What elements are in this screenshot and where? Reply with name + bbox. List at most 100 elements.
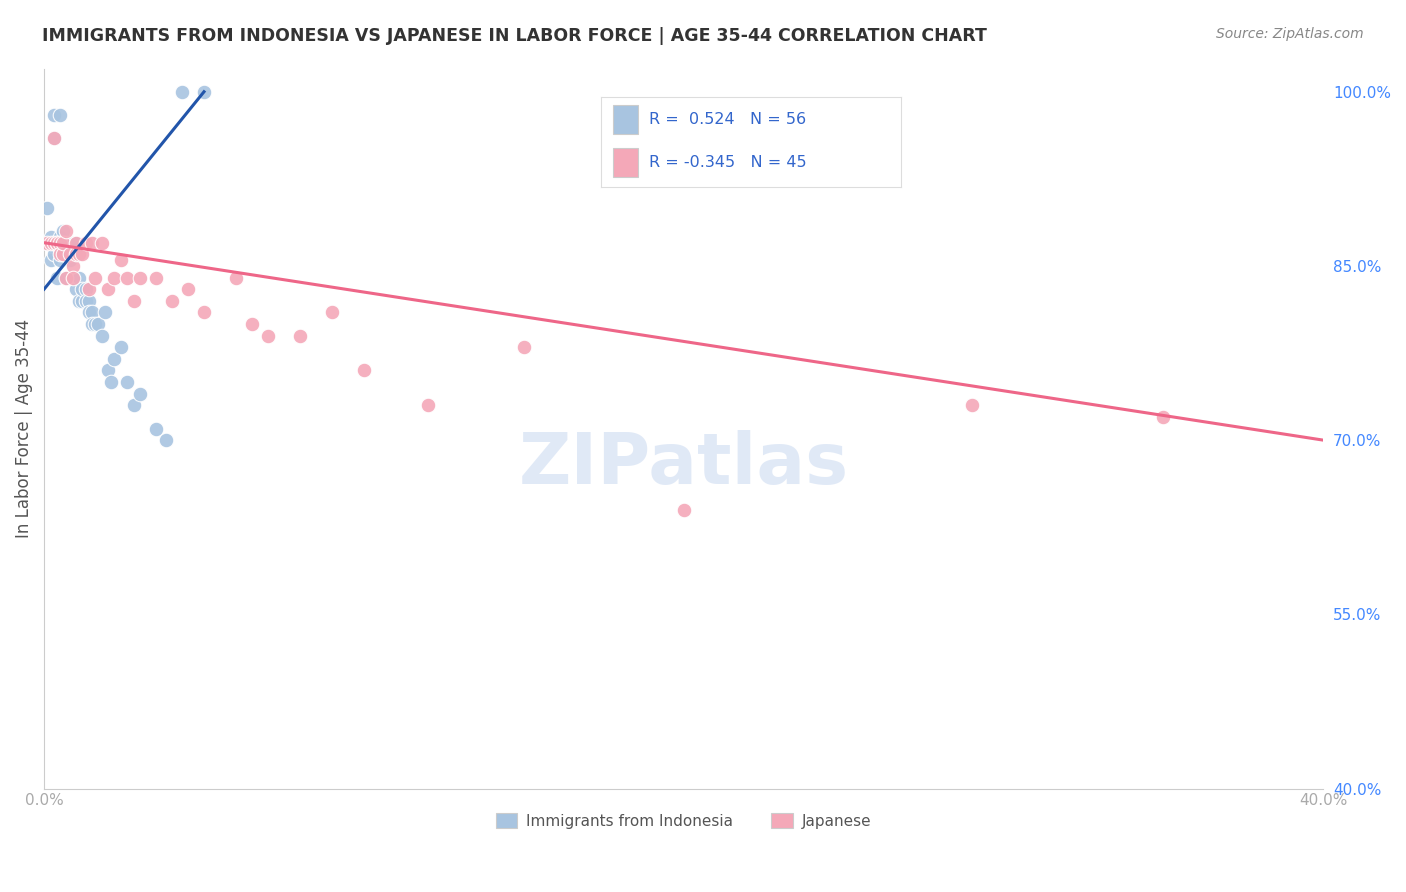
- Text: ZIPatlas: ZIPatlas: [519, 430, 849, 499]
- Point: [100, 375, 122, 389]
- Point: [59, 247, 82, 261]
- Point: [62, 270, 84, 285]
- Point: [257, 328, 280, 343]
- Point: [59, 253, 82, 268]
- Point: [77, 293, 100, 308]
- Point: [65, 282, 87, 296]
- Point: [39, 253, 62, 268]
- Point: [80, 235, 103, 250]
- Point: [55, 270, 77, 285]
- Point: [97, 363, 120, 377]
- Point: [49, 108, 72, 122]
- Point: [145, 421, 167, 435]
- Point: [80, 305, 103, 319]
- Point: [177, 282, 200, 296]
- Point: [37, 235, 59, 250]
- Point: [75, 235, 97, 250]
- Point: [77, 305, 100, 319]
- Point: [49, 235, 72, 250]
- Point: [45, 235, 67, 250]
- Point: [49, 247, 72, 261]
- Point: [193, 85, 215, 99]
- Point: [97, 282, 120, 296]
- Point: [321, 305, 343, 319]
- Point: [42, 131, 65, 145]
- Point: [59, 247, 82, 261]
- Y-axis label: In Labor Force | Age 35-44: In Labor Force | Age 35-44: [15, 319, 32, 538]
- Point: [39, 235, 62, 250]
- Point: [122, 293, 145, 308]
- Point: [94, 305, 117, 319]
- Point: [42, 235, 65, 250]
- Point: [59, 242, 82, 256]
- Point: [80, 317, 103, 331]
- Point: [170, 85, 193, 99]
- Point: [90, 235, 112, 250]
- Point: [84, 317, 107, 331]
- Point: [37, 201, 59, 215]
- Point: [129, 270, 152, 285]
- Point: [72, 247, 94, 261]
- Point: [52, 235, 75, 250]
- Point: [288, 328, 311, 343]
- Point: [75, 282, 97, 296]
- Point: [52, 235, 75, 250]
- Point: [52, 224, 75, 238]
- Point: [49, 242, 72, 256]
- Point: [145, 270, 167, 285]
- Point: [55, 270, 77, 285]
- Point: [62, 259, 84, 273]
- Point: [42, 108, 65, 122]
- Point: [960, 398, 983, 412]
- Point: [67, 293, 90, 308]
- Point: [103, 351, 125, 366]
- Point: [62, 270, 84, 285]
- Point: [240, 317, 263, 331]
- Point: [49, 230, 72, 244]
- Point: [45, 270, 67, 285]
- Point: [117, 270, 139, 285]
- Point: [77, 282, 100, 296]
- Point: [84, 270, 107, 285]
- Point: [65, 235, 87, 250]
- Point: [87, 317, 110, 331]
- Point: [65, 247, 87, 261]
- Point: [42, 235, 65, 250]
- Point: [55, 235, 77, 250]
- Point: [67, 247, 90, 261]
- Point: [513, 340, 536, 354]
- Point: [55, 247, 77, 261]
- Point: [117, 375, 139, 389]
- Point: [62, 235, 84, 250]
- Point: [103, 270, 125, 285]
- Point: [65, 235, 87, 250]
- Point: [49, 235, 72, 250]
- Point: [52, 247, 75, 261]
- Point: [225, 270, 247, 285]
- Point: [45, 235, 67, 250]
- Point: [45, 235, 67, 250]
- Point: [122, 398, 145, 412]
- Point: [1152, 409, 1174, 424]
- Point: [55, 224, 77, 238]
- Point: [37, 235, 59, 250]
- Point: [75, 293, 97, 308]
- Point: [42, 131, 65, 145]
- Point: [72, 293, 94, 308]
- Text: Source: ZipAtlas.com: Source: ZipAtlas.com: [1216, 27, 1364, 41]
- Point: [353, 363, 375, 377]
- Text: IMMIGRANTS FROM INDONESIA VS JAPANESE IN LABOR FORCE | AGE 35-44 CORRELATION CHA: IMMIGRANTS FROM INDONESIA VS JAPANESE IN…: [42, 27, 987, 45]
- Point: [110, 253, 132, 268]
- Point: [193, 305, 215, 319]
- Point: [49, 253, 72, 268]
- Point: [39, 230, 62, 244]
- Point: [65, 247, 87, 261]
- Point: [72, 282, 94, 296]
- Point: [67, 270, 90, 285]
- Point: [160, 293, 183, 308]
- Point: [672, 503, 695, 517]
- Point: [416, 398, 439, 412]
- Point: [155, 433, 177, 447]
- Point: [45, 235, 67, 250]
- Point: [52, 247, 75, 261]
